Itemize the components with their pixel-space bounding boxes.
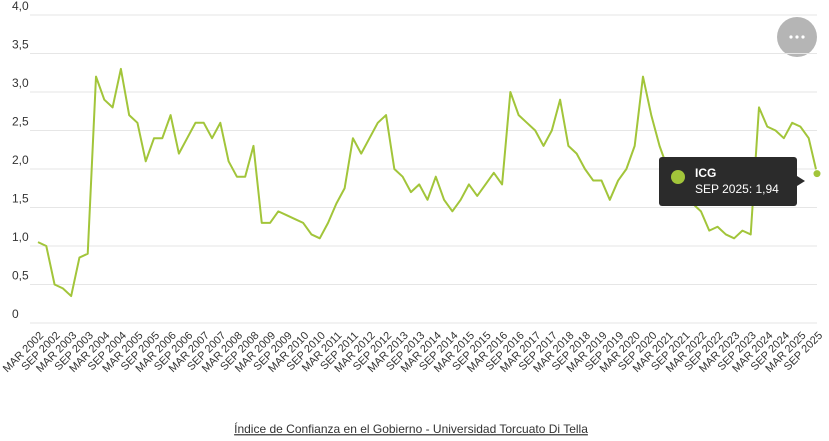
- y-tick-label: 1,0: [12, 230, 29, 244]
- tooltip-arrow: [797, 176, 805, 186]
- tooltip-text: SEP 2025: 1,94: [695, 182, 779, 196]
- menu-dot[interactable]: [789, 35, 793, 39]
- menu-dot[interactable]: [795, 35, 799, 39]
- tooltip-box: [659, 157, 797, 206]
- y-tick-label: 3,5: [12, 38, 29, 52]
- y-tick-label: 3,0: [12, 76, 29, 90]
- y-tick-label: 2,0: [12, 153, 29, 167]
- tooltip-swatch: [671, 170, 685, 184]
- y-tick-label: 2,5: [12, 115, 29, 129]
- tooltip-title: ICG: [695, 166, 716, 180]
- source-link[interactable]: Índice de Confianza en el Gobierno - Uni…: [234, 421, 588, 436]
- y-tick-label: 4,0: [12, 0, 29, 13]
- y-tick-label: 1,5: [12, 192, 29, 206]
- point: [812, 169, 822, 179]
- menu-button[interactable]: [777, 17, 817, 57]
- y-tick-label: 0,5: [12, 269, 29, 283]
- menu-dot[interactable]: [801, 35, 805, 39]
- y-tick-label: 0: [12, 307, 19, 321]
- tooltip: ICG SEP 2025: 1,94: [659, 157, 805, 206]
